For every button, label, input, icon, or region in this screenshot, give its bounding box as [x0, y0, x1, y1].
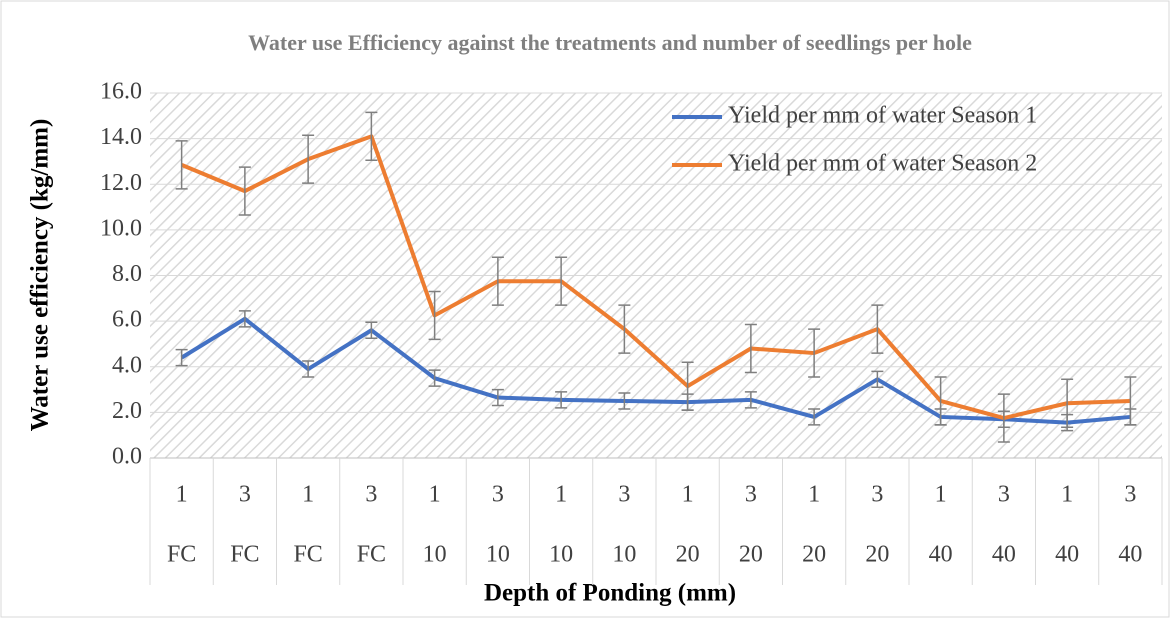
error-bar: [871, 304, 884, 354]
error-bar: [871, 370, 884, 389]
y-tick-label: 0.0: [112, 444, 142, 470]
x-tick-label: 1: [555, 482, 567, 508]
series-line: [180, 134, 1131, 421]
y-tick-label: 6.0: [112, 307, 142, 333]
x-group-label: 10: [549, 542, 573, 568]
y-tick-label: 8.0: [112, 261, 142, 287]
x-tick-label: 1: [935, 482, 947, 508]
x-group-label: FC: [167, 542, 196, 568]
x-tick-label: 3: [745, 482, 757, 508]
x-group-label: 40: [1118, 542, 1142, 568]
error-bar: [302, 360, 315, 378]
x-tick-label: 3: [365, 482, 377, 508]
series-line: [180, 316, 1131, 425]
x-group-label: 40: [929, 542, 953, 568]
y-tick-label: 4.0: [112, 352, 142, 378]
x-tick-label: 1: [176, 482, 188, 508]
y-tick-label: 2.0: [112, 398, 142, 424]
legend-label: Yield per mm of water Season 2: [728, 151, 1037, 177]
error-bar: [681, 361, 694, 411]
error-bar: [175, 348, 188, 367]
x-group-label: FC: [293, 542, 322, 568]
x-group-label: 10: [486, 542, 510, 568]
y-tick-label: 10.0: [100, 215, 142, 241]
error-bar: [1124, 376, 1137, 426]
y-axis-title: Water use efficiency (kg/mm): [27, 119, 54, 432]
error-bar: [365, 321, 378, 339]
error-bar: [428, 369, 441, 387]
x-group-label: 40: [992, 542, 1016, 568]
x-group-label: 40: [1055, 542, 1079, 568]
error-bar: [618, 304, 631, 354]
error-bar: [744, 323, 757, 374]
x-tick-label: 1: [302, 482, 314, 508]
x-tick-label: 3: [1124, 482, 1136, 508]
x-group-label: 20: [865, 542, 889, 568]
error-bar: [491, 256, 504, 306]
error-bar: [175, 140, 188, 190]
y-tick-label: 12.0: [100, 170, 142, 196]
chart-title: Water use Efficiency against the treatme…: [248, 30, 972, 55]
error-bar: [238, 310, 251, 328]
error-bar: [428, 290, 441, 341]
x-group-label: FC: [357, 542, 386, 568]
x-tick-label: 3: [998, 482, 1010, 508]
error-bar: [555, 256, 568, 306]
x-group-label: 20: [676, 542, 700, 568]
error-bar: [1061, 378, 1074, 428]
x-group-label: FC: [230, 542, 259, 568]
x-tick-label: 1: [682, 482, 694, 508]
x-tick-label: 1: [808, 482, 820, 508]
error-bar: [618, 392, 631, 410]
x-group-label: 20: [802, 542, 826, 568]
error-bar: [302, 134, 315, 184]
x-tick-label: 3: [871, 482, 883, 508]
error-bar: [555, 391, 568, 409]
x-tick-label: 3: [239, 482, 251, 508]
error-bar: [238, 166, 251, 216]
x-axis-title: Depth of Ponding (mm): [484, 580, 736, 607]
x-group-label: 10: [423, 542, 447, 568]
y-tick-label: 16.0: [100, 79, 142, 105]
x-group-label: 20: [739, 542, 763, 568]
error-bar: [491, 388, 504, 407]
error-bar: [808, 328, 821, 378]
x-tick-label: 1: [1061, 482, 1073, 508]
error-bar: [997, 393, 1010, 443]
error-bar: [365, 111, 378, 162]
x-tick-label: 3: [492, 482, 504, 508]
error-bar: [744, 391, 757, 409]
x-tick-label: 1: [429, 482, 441, 508]
error-bar: [934, 376, 947, 426]
x-group-label: 10: [612, 542, 636, 568]
error-bar: [808, 408, 821, 426]
legend-label: Yield per mm of water Season 1: [728, 103, 1037, 129]
x-tick-label: 3: [618, 482, 630, 508]
y-tick-label: 14.0: [100, 124, 142, 150]
